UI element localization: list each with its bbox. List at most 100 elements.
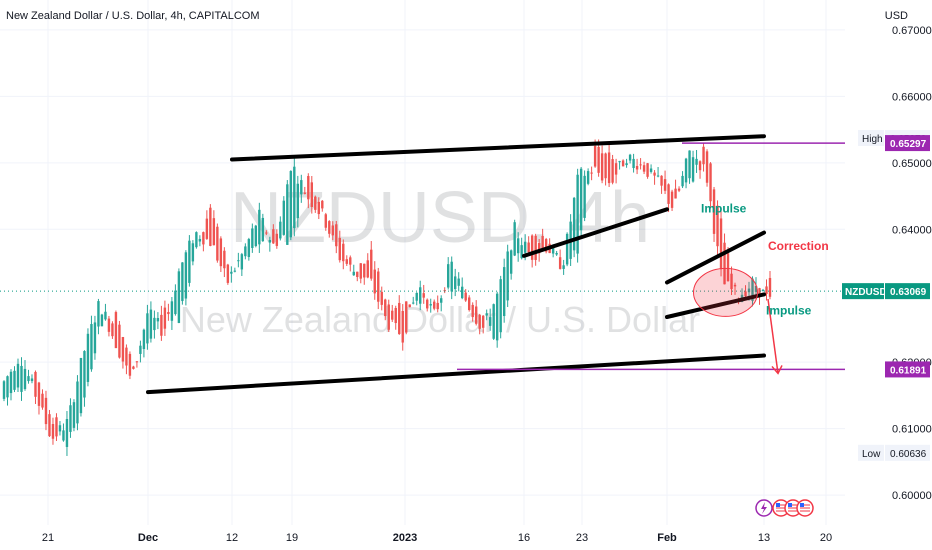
- candle-body: [565, 233, 569, 265]
- candle-body: [156, 318, 160, 322]
- candle-body: [118, 324, 121, 358]
- candle-body: [244, 246, 247, 257]
- candle-body: [149, 309, 153, 339]
- candle-body: [663, 179, 667, 191]
- candle-body: [481, 315, 485, 328]
- price-axis[interactable]: 0.670000.660000.650000.640000.620000.610…: [892, 25, 932, 502]
- candle-body: [16, 363, 20, 388]
- price-label-value: 0.61891: [890, 365, 927, 376]
- candle-body: [768, 277, 772, 297]
- x-tick-label: 19: [286, 532, 298, 544]
- x-tick-label: 13: [758, 532, 770, 544]
- candle-body: [258, 209, 261, 245]
- trendline-channel-lower: [146, 353, 766, 395]
- candle-body: [317, 201, 320, 215]
- y-tick-label: 0.61000: [892, 424, 932, 436]
- candle-body: [314, 196, 317, 210]
- bottom-icons[interactable]: [755, 499, 814, 517]
- candle-body: [111, 323, 114, 337]
- x-tick-label: 21: [42, 532, 54, 544]
- candle-body: [240, 254, 244, 270]
- candle-body: [597, 146, 600, 173]
- candle-body: [286, 184, 289, 245]
- candle-body: [447, 264, 450, 288]
- price-label-value: 0.63069: [890, 287, 927, 298]
- candle-body: [419, 287, 422, 304]
- candle-body: [380, 291, 383, 305]
- candle-body: [467, 297, 471, 311]
- candle-body: [373, 269, 376, 294]
- candle-body: [551, 247, 555, 254]
- candle-body: [576, 174, 579, 254]
- candle-body: [681, 175, 684, 187]
- candle-body: [23, 368, 27, 390]
- candle-body: [471, 304, 474, 318]
- candle-body: [9, 371, 13, 394]
- candle-body: [114, 312, 118, 349]
- candle-body: [726, 253, 730, 282]
- price-label-name: Low: [862, 449, 881, 460]
- candle-body: [593, 145, 597, 167]
- candle-body: [331, 225, 334, 236]
- candle-body: [426, 299, 429, 309]
- candle-body: [583, 175, 586, 218]
- annotation-correction: Correction: [768, 239, 829, 253]
- candle-body: [132, 366, 135, 369]
- candle-body: [107, 318, 111, 332]
- candle-body: [121, 337, 125, 362]
- candle-body: [324, 214, 327, 228]
- candle-body: [506, 251, 509, 301]
- correction-zone: [693, 267, 758, 317]
- annotation-impulse: Impulse: [701, 202, 747, 216]
- candle-body: [377, 271, 380, 302]
- candle-body: [530, 235, 534, 260]
- candle-body: [670, 191, 674, 208]
- candle-body: [352, 271, 355, 276]
- candle-body: [412, 302, 415, 304]
- candle-body: [237, 260, 240, 262]
- candle-body: [181, 262, 184, 302]
- candle-body: [499, 279, 502, 333]
- candle-body: [730, 273, 733, 290]
- candle-body: [719, 218, 723, 270]
- candle-body: [335, 224, 338, 247]
- time-axis[interactable]: 21 Dec 12 19 2023 16 23 Feb 13 20: [42, 532, 832, 544]
- x-tick-label: 23: [576, 532, 588, 544]
- drawings[interactable]: Impulse Correction Impulse: [0, 134, 845, 395]
- candle-body: [534, 235, 537, 260]
- candle-body: [289, 171, 293, 238]
- candle-body: [41, 393, 44, 408]
- candle-body: [454, 276, 457, 290]
- candle-body: [488, 317, 492, 326]
- candle-body: [604, 153, 607, 179]
- candle-body: [216, 226, 219, 261]
- candle-body: [37, 382, 41, 406]
- candle-body: [751, 278, 754, 301]
- x-tick-label: 20: [820, 532, 832, 544]
- price-label-value: 0.60636: [890, 449, 927, 460]
- candle-body: [635, 165, 639, 170]
- candle-body: [440, 298, 443, 303]
- candle-body: [513, 222, 516, 256]
- candle-body: [509, 250, 513, 274]
- candle-body: [275, 233, 279, 246]
- candle-body: [415, 292, 418, 301]
- y-tick-label: 0.60000: [892, 490, 932, 502]
- candle-body: [639, 164, 642, 166]
- trendline-wedge-lower: [522, 207, 669, 258]
- impulse-arrow: [767, 298, 779, 374]
- candle-body: [93, 322, 97, 354]
- candle-body: [422, 293, 425, 298]
- candle-body: [433, 301, 436, 309]
- x-tick-label: 12: [226, 532, 238, 544]
- candle-body: [733, 284, 737, 287]
- candle-body: [125, 347, 128, 366]
- price-label-bg: [885, 135, 930, 152]
- candle-body: [398, 302, 401, 335]
- x-tick-label: Feb: [657, 532, 677, 544]
- price-label-name: High: [862, 134, 883, 145]
- candle-body: [702, 146, 705, 165]
- annotation-impulse: Impulse: [766, 303, 812, 317]
- watermark: NZDUSD, 4h New Zealand Dollar / U.S. Dol…: [180, 178, 700, 340]
